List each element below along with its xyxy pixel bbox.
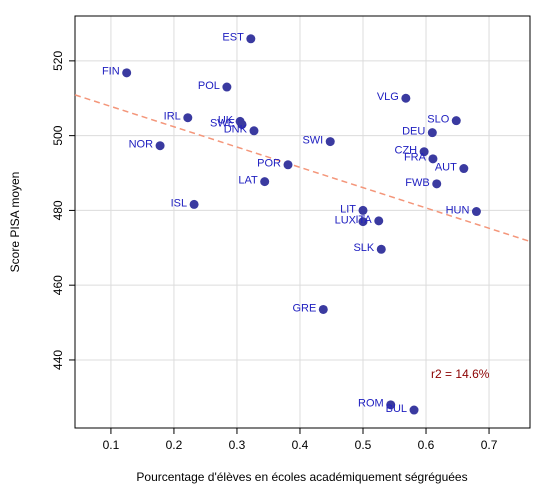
point-label: FIN (102, 66, 120, 78)
point (432, 179, 442, 189)
point-label: DEU (402, 126, 425, 138)
point-label: BUL (386, 403, 407, 415)
point (358, 217, 368, 227)
point (428, 154, 438, 164)
point (376, 244, 386, 254)
point (358, 205, 368, 215)
point-label: POR (257, 158, 281, 170)
point (386, 400, 396, 410)
point-label: EST (222, 32, 244, 44)
point-label: ROM (358, 398, 384, 410)
point-label: LAT (238, 175, 258, 187)
point (260, 177, 270, 187)
point-label: SWI (302, 135, 323, 147)
point (325, 137, 335, 147)
x-tick-label: 0.2 (166, 438, 183, 452)
y-tick-label: 460 (51, 275, 65, 295)
point (318, 304, 328, 314)
point-label: IRL (164, 111, 181, 123)
point-label: SLK (353, 242, 374, 254)
point (459, 164, 469, 174)
point-label: CZH (395, 145, 418, 157)
point (249, 126, 259, 136)
point (409, 405, 419, 415)
y-axis-label: Score PISA moyen (8, 172, 22, 273)
point (183, 113, 193, 123)
point (401, 93, 411, 103)
point-label: GRE (292, 302, 316, 314)
point-label: LIT (340, 203, 356, 215)
point-label: SWE (210, 117, 235, 129)
point-label: AUT (435, 161, 457, 173)
point (246, 34, 256, 44)
x-tick-label: 0.7 (481, 438, 498, 452)
y-tick-label: 480 (51, 200, 65, 220)
point (155, 141, 165, 151)
x-tick-label: 0.4 (292, 438, 309, 452)
point (122, 68, 132, 78)
point (222, 82, 232, 92)
x-axis-label: Pourcentage d'élèves en écoles académiqu… (136, 470, 467, 484)
point-label: DNK (224, 124, 248, 136)
point (237, 119, 247, 129)
point (427, 128, 437, 138)
point (451, 116, 461, 126)
point-label: UK (218, 114, 234, 126)
y-tick-label: 500 (51, 125, 65, 145)
point (189, 199, 199, 209)
point-label: LUX (335, 215, 357, 227)
annotation: r2 = 14.6% (431, 367, 490, 381)
point-label: NOR (129, 139, 154, 151)
point (283, 160, 293, 170)
point (374, 216, 384, 226)
point-label: VLG (377, 91, 399, 103)
x-tick-label: 0.6 (418, 438, 435, 452)
point-label: POL (198, 80, 220, 92)
point-label: FRA (404, 152, 427, 164)
x-tick-label: 0.3 (229, 438, 246, 452)
point (471, 207, 481, 217)
point-label: HUN (446, 204, 470, 216)
point (419, 147, 429, 157)
y-tick-label: 520 (51, 51, 65, 71)
x-tick-label: 0.5 (355, 438, 372, 452)
point-label: FWB (405, 177, 429, 189)
point-label: ISL (171, 197, 188, 209)
point-label: ITA (355, 214, 372, 226)
y-tick-label: 440 (51, 350, 65, 370)
plot-frame (74, 15, 531, 429)
point-label: SLO (427, 114, 449, 126)
x-tick-label: 0.1 (103, 438, 120, 452)
